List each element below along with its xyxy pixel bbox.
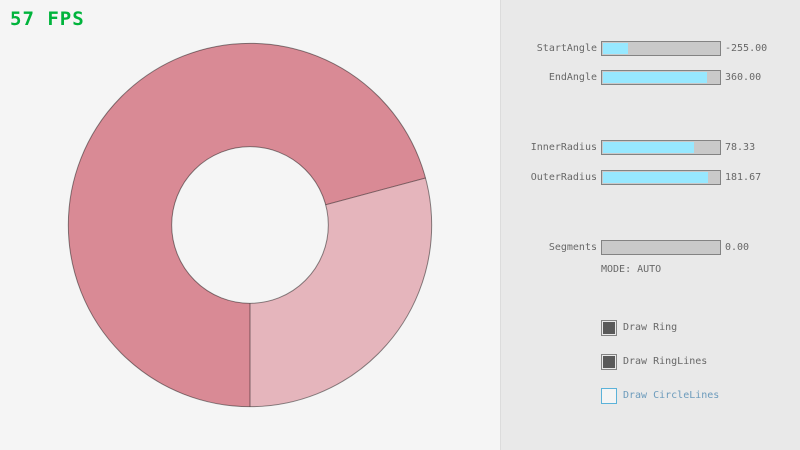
draw-ring-checkbox[interactable] [601,320,617,336]
startangle-slider-fill [603,43,629,54]
ring-inner-outline [171,146,329,304]
control-panel: StartAngle -255.00 EndAngle 360.00 InnerRadi… [500,0,800,450]
segments-slider-label: Segments [548,242,597,253]
ring-outer-outline [67,42,433,408]
slider-row-segments: Segments 0.00 [501,240,800,255]
draw-ringlines-checkbox-label: Draw RingLines [623,356,708,367]
ring-start-angle-line [325,177,426,206]
draw-ringlines-checkbox[interactable] [601,354,617,370]
ring-canvas [67,42,433,408]
draw-circlelines-checkbox-label: Draw CircleLines [623,390,720,401]
endangle-slider[interactable] [601,70,721,85]
draw-circlelines-checkbox[interactable] [601,388,617,404]
endangle-slider-label: EndAngle [548,72,597,83]
draw-ring-checkbox-label: Draw Ring [623,322,678,333]
slider-row-startangle: StartAngle -255.00 [501,41,800,56]
innerradius-slider-label: InnerRadius [530,142,597,153]
ring-sector-double-pass [68,43,426,407]
fps-counter: 57 FPS [10,8,85,30]
startangle-slider-label: StartAngle [536,43,597,54]
mode-label: MODE: AUTO [601,264,662,275]
outerradius-slider-label: OuterRadius [530,172,597,183]
ring-sector-single-pass [250,177,432,407]
startangle-slider[interactable] [601,41,721,56]
innerradius-slider-fill [603,142,694,153]
segments-slider-value: 0.00 [725,242,750,253]
endangle-slider-fill [603,72,708,83]
outerradius-slider[interactable] [601,170,721,185]
startangle-slider-value: -255.00 [725,43,768,54]
endangle-slider-value: 360.00 [725,72,762,83]
innerradius-slider-value: 78.33 [725,142,756,153]
outerradius-slider-fill [603,172,709,183]
innerradius-slider[interactable] [601,140,721,155]
slider-row-innerradius: InnerRadius 78.33 [501,140,800,155]
slider-row-outerradius: OuterRadius 181.67 [501,170,800,185]
slider-row-endangle: EndAngle 360.00 [501,70,800,85]
segments-slider[interactable] [601,240,721,255]
outerradius-slider-value: 181.67 [725,172,762,183]
